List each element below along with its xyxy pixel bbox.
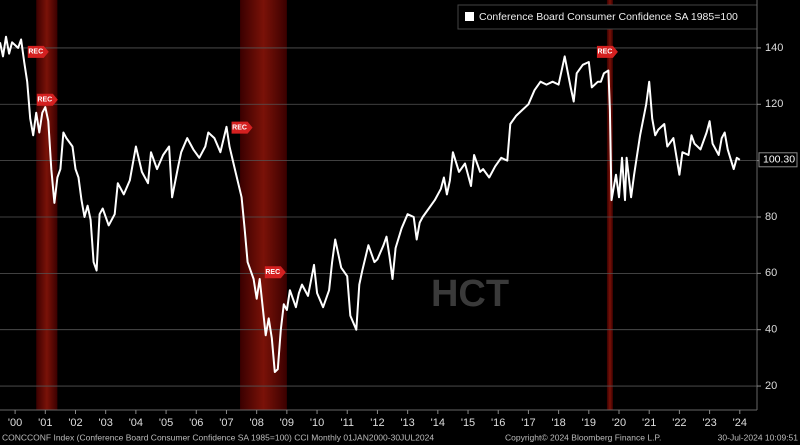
x-tick-label: '19 xyxy=(582,417,596,429)
x-tick-label: '11 xyxy=(340,417,354,429)
x-tick-label: '22 xyxy=(672,417,686,429)
x-tick-label: '10 xyxy=(310,417,324,429)
x-tick-label: '01 xyxy=(38,417,52,429)
x-tick-label: '08 xyxy=(249,417,263,429)
x-tick-label: '02 xyxy=(68,417,82,429)
y-tick-label: 20 xyxy=(765,380,777,392)
rec-label: REC xyxy=(598,49,613,56)
watermark: HCT xyxy=(431,273,509,315)
y-tick-label: 60 xyxy=(765,267,777,279)
recession-band xyxy=(36,0,58,410)
recession-band xyxy=(606,0,613,410)
x-tick-label: '00 xyxy=(8,417,22,429)
y-tick-label: 140 xyxy=(765,42,783,54)
x-tick-label: '23 xyxy=(702,417,716,429)
x-tick-label: '12 xyxy=(370,417,384,429)
rec-label: REC xyxy=(265,269,280,276)
x-tick-label: '17 xyxy=(521,417,535,429)
footer-source: CONCCONF Index (Conference Board Consume… xyxy=(2,432,434,442)
y-tick-label: 80 xyxy=(765,211,777,223)
rec-marker xyxy=(36,93,58,106)
x-tick-label: '13 xyxy=(400,417,414,429)
x-tick-label: '03 xyxy=(99,417,113,429)
x-tick-label: '18 xyxy=(551,417,565,429)
rec-label: REC xyxy=(232,125,247,132)
y-tick-label: 40 xyxy=(765,324,777,336)
rec-label: REC xyxy=(28,49,43,56)
footer-date: 30-Jul-2024 10:09:51 xyxy=(718,432,799,442)
x-tick-label: '16 xyxy=(491,417,505,429)
rec-marker xyxy=(27,45,49,58)
x-tick-label: '04 xyxy=(129,417,143,429)
legend-swatch xyxy=(465,12,474,21)
y-tick-label: 120 xyxy=(765,98,783,110)
x-tick-label: '24 xyxy=(733,417,747,429)
legend-label: Conference Board Consumer Confidence SA … xyxy=(479,11,738,23)
last-value-label: 100.30 xyxy=(763,154,795,166)
x-tick-label: '05 xyxy=(159,417,173,429)
rec-marker xyxy=(596,45,618,58)
last-value-box xyxy=(758,152,798,168)
x-tick-label: '06 xyxy=(189,417,203,429)
x-tick-label: '14 xyxy=(431,417,445,429)
footer-copyright: Copyright© 2024 Bloomberg Finance L.P. xyxy=(505,432,661,442)
x-tick-label: '09 xyxy=(280,417,294,429)
rec-label: REC xyxy=(37,97,52,104)
x-tick-label: '15 xyxy=(461,417,475,429)
x-tick-label: '07 xyxy=(219,417,233,429)
rec-marker xyxy=(264,266,286,279)
series-line xyxy=(0,35,741,373)
x-tick-label: '21 xyxy=(642,417,656,429)
rec-marker xyxy=(231,121,253,134)
x-tick-label: '20 xyxy=(612,417,626,429)
